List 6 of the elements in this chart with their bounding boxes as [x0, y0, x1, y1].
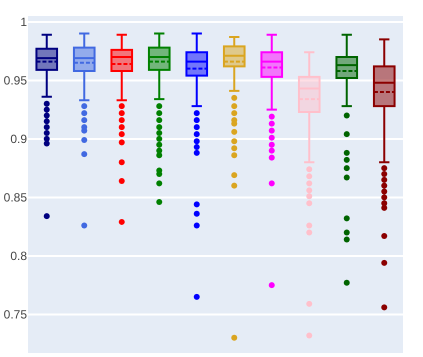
- y-tick-label: 0.9: [10, 132, 28, 146]
- y-tick-label: 1: [20, 15, 28, 30]
- y-tick-label: 0.85: [4, 190, 28, 205]
- y-tick-label: 0.95: [4, 74, 28, 88]
- y-tick-label: 0.75: [4, 308, 28, 322]
- y-tick-label: 0.8: [10, 249, 28, 264]
